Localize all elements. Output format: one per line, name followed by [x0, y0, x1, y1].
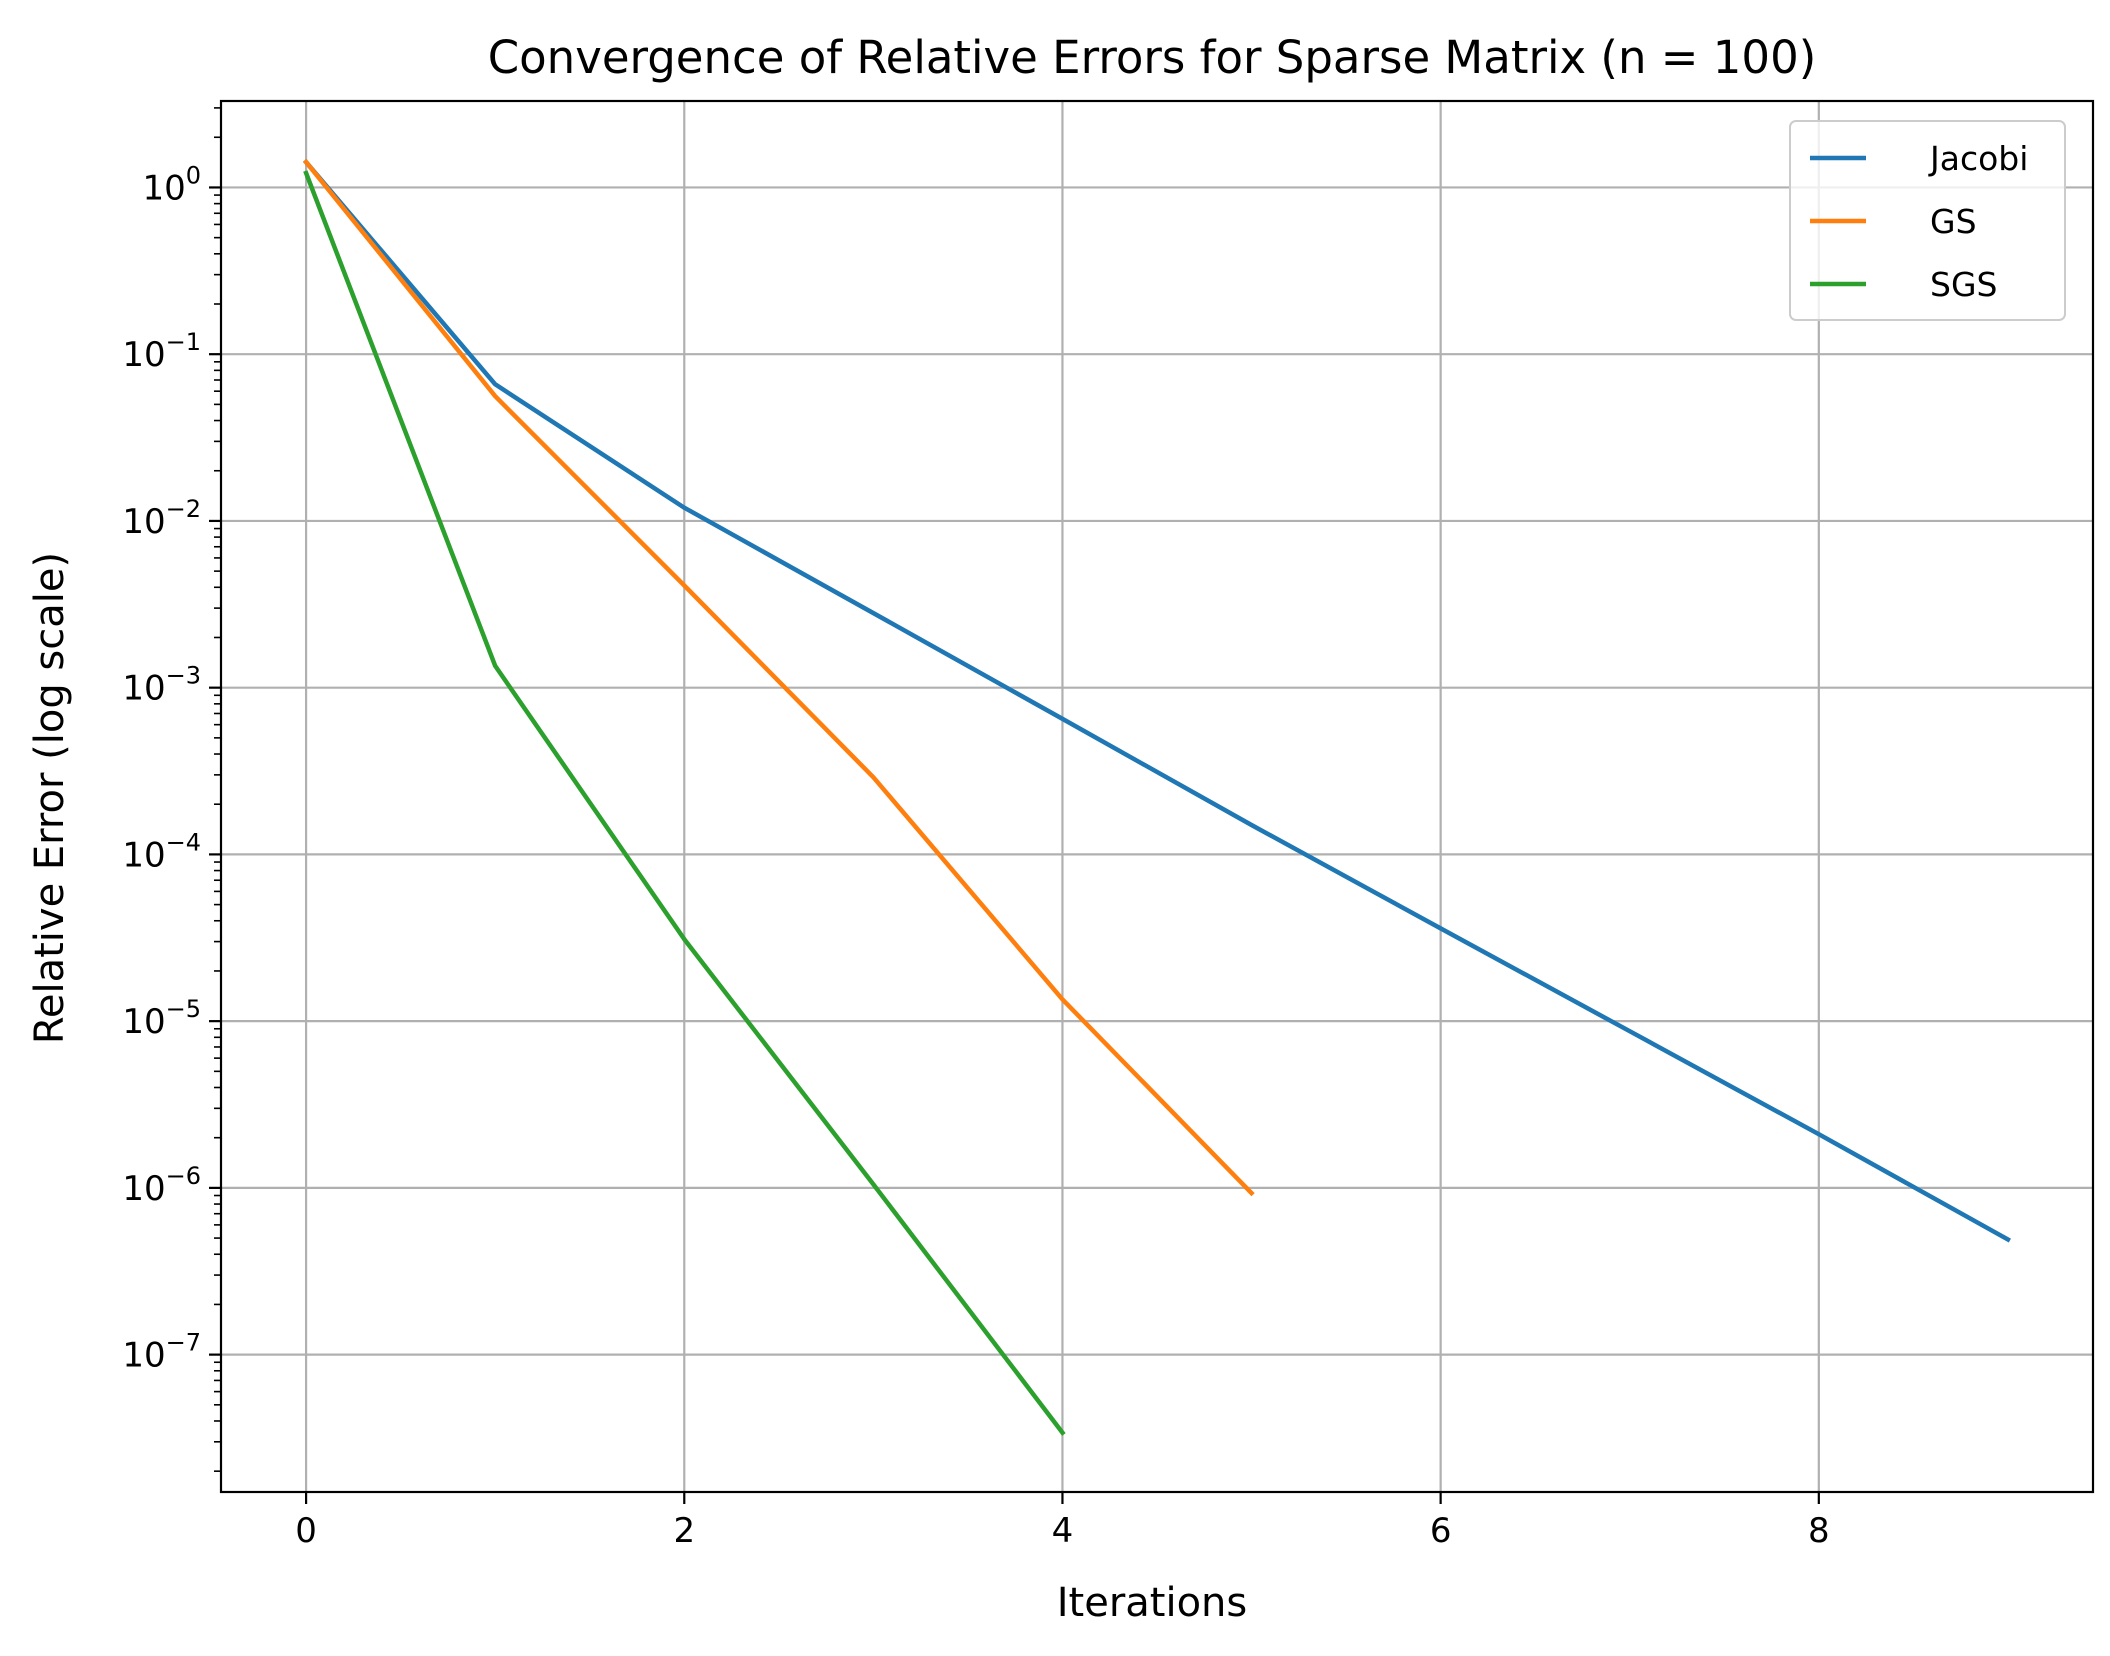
x-tick-label: 8: [1808, 1511, 1830, 1551]
legend-item-gs: GS: [1810, 202, 1977, 241]
grid: [221, 101, 2093, 1492]
y-tick-label: 10−7: [122, 1329, 201, 1376]
x-tick-label: 0: [295, 1511, 317, 1551]
y-tick-label: 10−3: [122, 662, 201, 709]
chart-title: Convergence of Relative Errors for Spars…: [488, 31, 1817, 84]
legend-label: Jacobi: [1928, 139, 2028, 178]
legend-frame: [1789, 120, 2066, 321]
plot-area-frame: [219, 99, 2095, 1494]
x-tick-label: 6: [1430, 1511, 1452, 1551]
series-line-gs: [302, 158, 1255, 1197]
y-tick-label: 10−5: [122, 995, 201, 1042]
x-tick-label: 4: [1052, 1511, 1074, 1551]
y-tick-label: 10−6: [122, 1162, 201, 1209]
x-tick-label: 2: [673, 1511, 695, 1551]
x-axis-label: Iterations: [1057, 1580, 1248, 1626]
series-line-sgs: [303, 170, 1066, 1436]
y-axis-label: Relative Error (log scale): [27, 552, 73, 1044]
legend-item-jacobi: Jacobi: [1810, 139, 2028, 178]
y-tick-label: 100: [142, 161, 201, 208]
y-minor-ticks: [214, 107, 221, 1472]
y-tick-label: 10−2: [122, 495, 201, 542]
legend-item-sgs: SGS: [1810, 265, 1997, 304]
y-tick-label: 10−1: [122, 328, 201, 375]
series-line-jacobi: [302, 158, 2011, 1243]
y-tick-label: 10−4: [122, 828, 201, 875]
legend: Jacobi GS SGS: [1789, 120, 2066, 321]
series-lines: [302, 158, 2011, 1436]
y-axis-ticks: 100 10−1 10−2 10−3 10−4 10−5 10−6 10−7: [122, 161, 221, 1376]
legend-label: SGS: [1930, 265, 1997, 304]
x-axis-ticks: 0 2 4 6 8: [295, 1492, 1830, 1551]
legend-label: GS: [1930, 202, 1977, 241]
